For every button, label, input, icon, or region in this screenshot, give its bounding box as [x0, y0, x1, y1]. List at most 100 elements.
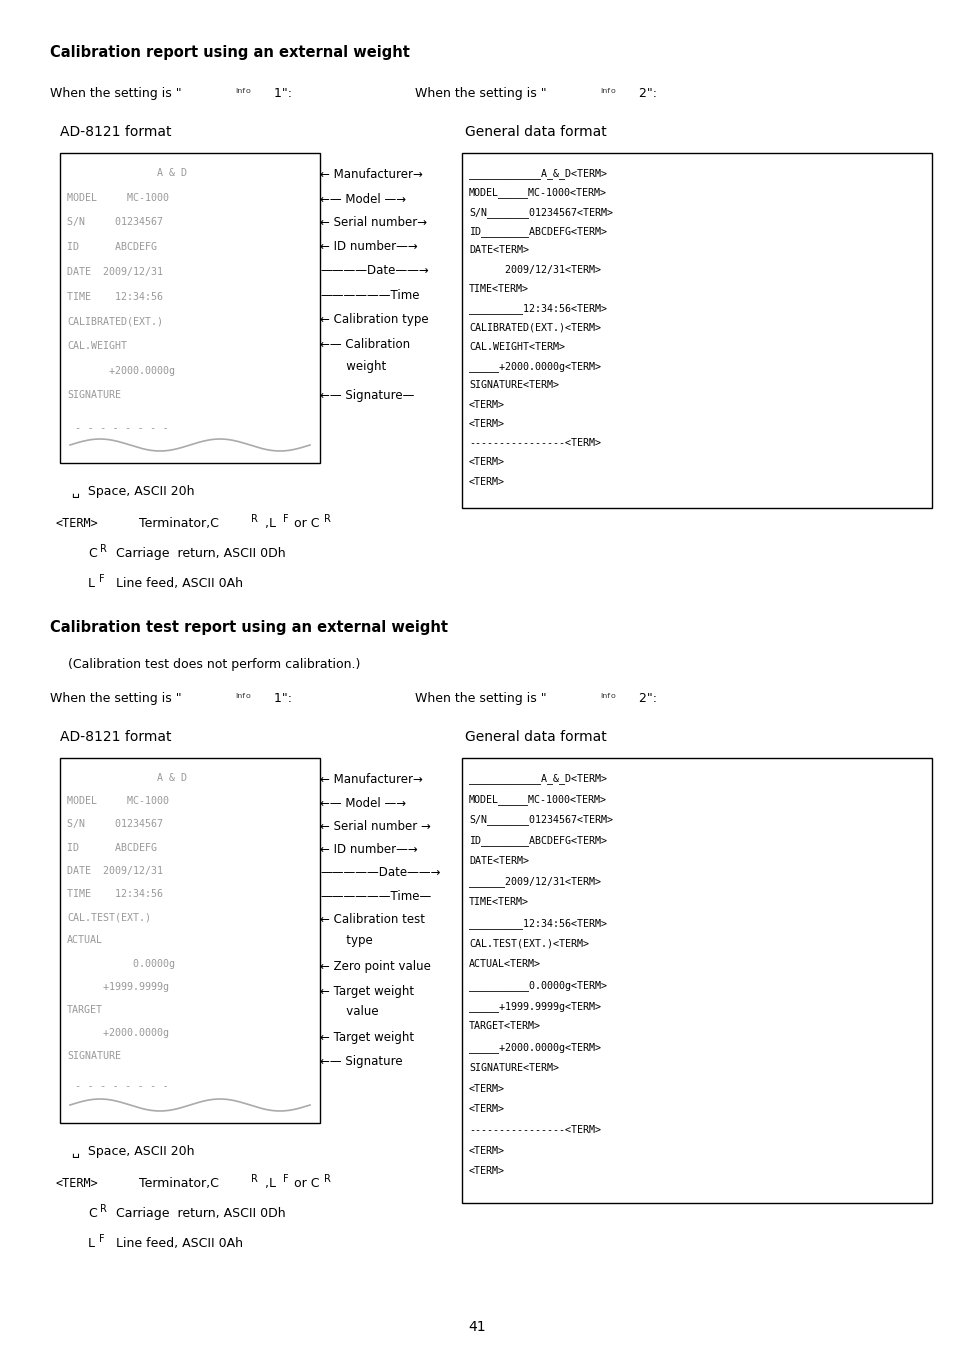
Text: ←— Model —→: ←— Model —→ [319, 193, 406, 207]
Text: CAL.WEIGHT: CAL.WEIGHT [67, 342, 127, 351]
Text: TIME    12:34:56: TIME 12:34:56 [67, 292, 163, 301]
Text: ← Serial number→: ← Serial number→ [319, 216, 427, 228]
Text: CAL.WEIGHT<TERM>: CAL.WEIGHT<TERM> [469, 342, 564, 352]
Text: <TERM>: <TERM> [469, 477, 504, 487]
Text: L: L [88, 576, 95, 590]
Text: type: type [319, 934, 373, 946]
Text: 2009/12/31<TERM>: 2009/12/31<TERM> [469, 265, 600, 274]
Bar [461, 153, 931, 508]
Text: TIME<TERM>: TIME<TERM> [469, 898, 529, 907]
Text: SIGNATURE: SIGNATURE [67, 1052, 121, 1061]
Text: ← ID number—→: ← ID number—→ [319, 240, 417, 252]
Text: MODEL     MC-1000: MODEL MC-1000 [67, 193, 169, 202]
Text: or C: or C [290, 1177, 319, 1189]
Text: ← Serial number →: ← Serial number → [319, 819, 431, 833]
Text: ← ID number—→: ← ID number—→ [319, 842, 417, 856]
Text: ␣  Space, ASCII 20h: ␣ Space, ASCII 20h [71, 1145, 194, 1158]
Bar [60, 757, 319, 1123]
Text: Carriage  return, ASCII 0Dh: Carriage return, ASCII 0Dh [108, 547, 285, 560]
Text: Calibration report using an external weight: Calibration report using an external wei… [50, 45, 410, 59]
Text: ←— Calibration: ←— Calibration [319, 338, 410, 351]
Text: <TERM>: <TERM> [469, 418, 504, 429]
Text: <TERM>: <TERM> [469, 1166, 504, 1176]
Bar [461, 757, 931, 1203]
Text: <TERM>: <TERM> [469, 1104, 504, 1114]
Text: SIGNATURE: SIGNATURE [67, 390, 121, 401]
Text: Terminator,C: Terminator,C [135, 517, 218, 531]
Bar [60, 153, 319, 463]
Text: CAL.TEST(EXT.)<TERM>: CAL.TEST(EXT.)<TERM> [469, 938, 588, 949]
Text: ← Calibration type: ← Calibration type [319, 313, 428, 327]
Text: ————Date——→: ————Date——→ [319, 265, 428, 278]
Text: R: R [100, 544, 107, 554]
Text: DATE  2009/12/31: DATE 2009/12/31 [67, 865, 163, 876]
Text: 1":: 1": [270, 693, 292, 705]
Text: F: F [99, 1234, 105, 1243]
Text: When the setting is ": When the setting is " [50, 693, 181, 705]
Text: General data format: General data format [464, 126, 606, 139]
Text: S/N     01234567: S/N 01234567 [67, 819, 163, 829]
Text: ACTUAL<TERM>: ACTUAL<TERM> [469, 960, 540, 969]
Text: ← Manufacturer→: ← Manufacturer→ [319, 167, 422, 181]
Text: ← Manufacturer→: ← Manufacturer→ [319, 774, 422, 786]
Text: ←— Signature: ←— Signature [319, 1054, 402, 1068]
Text: R: R [324, 1174, 331, 1184]
Text: _________12:34:56<TERM>: _________12:34:56<TERM> [469, 304, 606, 315]
Text: <TERM>: <TERM> [55, 517, 97, 531]
Text: <TERM>: <TERM> [55, 1177, 97, 1189]
Text: ← Zero point value: ← Zero point value [319, 960, 431, 973]
Text: F: F [283, 514, 289, 524]
Text: CALIBRATED(EXT.): CALIBRATED(EXT.) [67, 316, 163, 327]
Text: 0.0000g: 0.0000g [67, 958, 174, 968]
Text: DATE  2009/12/31: DATE 2009/12/31 [67, 267, 163, 277]
Text: F: F [99, 574, 105, 585]
Text: Line feed, ASCII 0Ah: Line feed, ASCII 0Ah [108, 1237, 243, 1250]
Text: CAL.TEST(EXT.): CAL.TEST(EXT.) [67, 913, 151, 922]
Text: ᴵⁿᶠᵒ: ᴵⁿᶠᵒ [599, 693, 616, 705]
Text: ____________A_&_D<TERM>: ____________A_&_D<TERM> [469, 774, 606, 784]
Text: Terminator,C: Terminator,C [135, 1177, 218, 1189]
Text: <TERM>: <TERM> [469, 1084, 504, 1094]
Text: _________12:34:56<TERM>: _________12:34:56<TERM> [469, 918, 606, 929]
Text: ____________A_&_D<TERM>: ____________A_&_D<TERM> [469, 167, 606, 180]
Text: L: L [88, 1237, 95, 1250]
Text: ID________ABCDEFG<TERM>: ID________ABCDEFG<TERM> [469, 225, 606, 236]
Text: C: C [88, 547, 96, 560]
Text: weight: weight [319, 360, 386, 373]
Text: _____+2000.0000g<TERM>: _____+2000.0000g<TERM> [469, 360, 600, 371]
Text: TIME    12:34:56: TIME 12:34:56 [67, 890, 163, 899]
Text: Calibration test report using an external weight: Calibration test report using an externa… [50, 620, 448, 634]
Text: 1":: 1": [270, 86, 292, 100]
Text: TIME<TERM>: TIME<TERM> [469, 284, 529, 294]
Text: ← Calibration test: ← Calibration test [319, 914, 424, 926]
Text: AD-8121 format: AD-8121 format [60, 126, 172, 139]
Text: ᴵⁿᶠᵒ: ᴵⁿᶠᵒ [234, 693, 251, 705]
Text: SIGNATURE<TERM>: SIGNATURE<TERM> [469, 1062, 558, 1073]
Text: Line feed, ASCII 0Ah: Line feed, ASCII 0Ah [108, 576, 243, 590]
Text: +2000.0000g: +2000.0000g [67, 1029, 169, 1038]
Text: SIGNATURE<TERM>: SIGNATURE<TERM> [469, 381, 558, 390]
Text: - - - - - - - -: - - - - - - - - [75, 1081, 169, 1091]
Text: MODEL_____MC-1000<TERM>: MODEL_____MC-1000<TERM> [469, 794, 606, 805]
Text: DATE<TERM>: DATE<TERM> [469, 246, 529, 255]
Text: MODEL     MC-1000: MODEL MC-1000 [67, 796, 169, 806]
Text: When the setting is ": When the setting is " [415, 86, 546, 100]
Text: 2":: 2": [635, 86, 657, 100]
Text: Carriage  return, ASCII 0Dh: Carriage return, ASCII 0Dh [108, 1207, 285, 1220]
Text: 2":: 2": [635, 693, 657, 705]
Text: When the setting is ": When the setting is " [415, 693, 546, 705]
Text: 41: 41 [468, 1320, 485, 1334]
Text: ,L: ,L [260, 1177, 275, 1189]
Text: <TERM>: <TERM> [469, 458, 504, 467]
Text: <TERM>: <TERM> [469, 1146, 504, 1156]
Text: ← Target weight: ← Target weight [319, 1031, 414, 1044]
Text: ID      ABCDEFG: ID ABCDEFG [67, 242, 157, 252]
Text: ᴵⁿᶠᵒ: ᴵⁿᶠᵒ [234, 86, 251, 100]
Text: ______2009/12/31<TERM>: ______2009/12/31<TERM> [469, 876, 600, 887]
Text: ←— Signature—: ←— Signature— [319, 389, 414, 402]
Text: - - - - - - - -: - - - - - - - - [75, 423, 169, 433]
Text: value: value [319, 1004, 378, 1018]
Text: A & D: A & D [67, 774, 187, 783]
Text: +2000.0000g: +2000.0000g [67, 366, 174, 375]
Text: _____+2000.0000g<TERM>: _____+2000.0000g<TERM> [469, 1042, 600, 1053]
